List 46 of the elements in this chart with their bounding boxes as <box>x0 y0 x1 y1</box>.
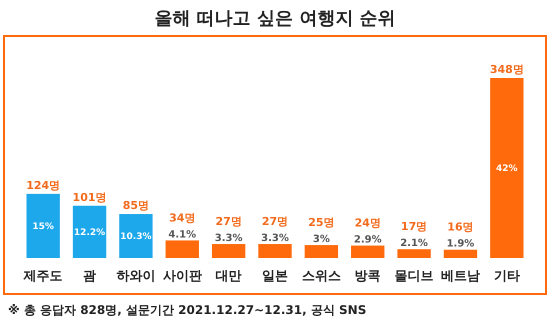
data-label: 85명 <box>122 199 150 212</box>
data-label: 16명 <box>447 220 474 234</box>
bar <box>304 245 338 258</box>
annotation: 42% <box>496 164 518 174</box>
bar <box>26 194 60 258</box>
data-label: 17명 <box>400 220 428 234</box>
bar <box>72 206 106 258</box>
annotation: 2.9% <box>354 234 382 246</box>
x-tick-label: 대만 <box>216 269 242 284</box>
annotation: 4.1% <box>168 229 196 240</box>
bar <box>258 244 292 258</box>
annotation: 3% <box>312 234 330 246</box>
x-tick-label: 기타 <box>494 269 520 284</box>
x-tick-label: 일본 <box>262 269 288 284</box>
annotation: 1.9% <box>446 238 474 250</box>
bar <box>444 250 478 258</box>
x-tick-label: 괌 <box>83 269 96 284</box>
bar <box>119 214 153 258</box>
data-label: 24명 <box>354 216 381 230</box>
bar <box>490 78 524 258</box>
data-label: 27명 <box>215 215 242 228</box>
bar <box>166 240 199 258</box>
data-label: 25명 <box>308 216 335 230</box>
data-label: 124명 <box>26 178 60 192</box>
text: ※ 총 응답자 828명, 설문기간 2021.12.27~12.31, 공식 SNS <box>8 303 366 317</box>
annotation: 15% <box>32 222 54 232</box>
data-label: 101명 <box>72 190 107 204</box>
x-tick-label: 몰디브 <box>394 269 434 284</box>
annotation: 12.2% <box>74 228 106 238</box>
bar <box>351 246 384 258</box>
x-tick-label: 하와이 <box>116 269 156 284</box>
annotation: 10.3% <box>120 232 152 242</box>
annotation: 3.3% <box>261 233 289 244</box>
x-tick-label: 사이판 <box>162 269 202 284</box>
x-tick-label: 제주도 <box>22 269 63 284</box>
x-tick-label: 스위스 <box>302 269 341 284</box>
data-label: 348명 <box>490 63 524 76</box>
data-label: 27명 <box>262 215 288 228</box>
bar <box>397 249 431 258</box>
data-label: 34명 <box>169 211 196 224</box>
chart-title: 올해 떠나고 싶은 여행지 순위 <box>154 8 396 29</box>
annotation: 3.3% <box>214 233 243 244</box>
x-tick-label: 베트남 <box>440 269 480 284</box>
bar <box>212 244 246 258</box>
x-tick-label: 방콕 <box>354 269 381 284</box>
annotation: 2.1% <box>400 238 428 250</box>
